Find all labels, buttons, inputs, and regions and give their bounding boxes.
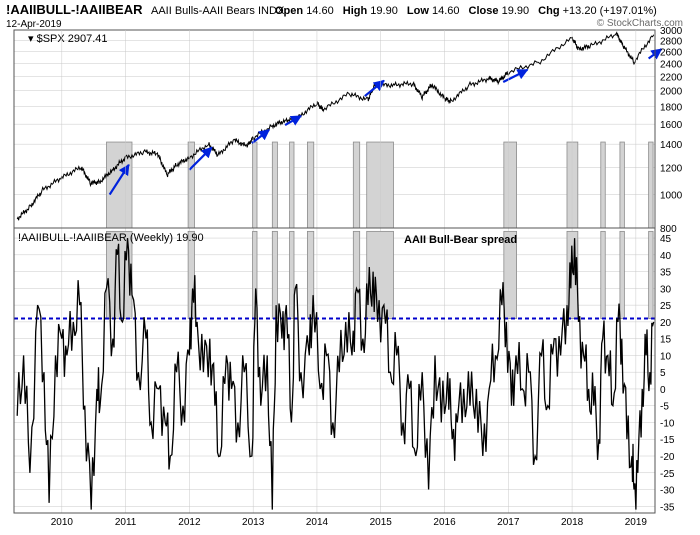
x-tick-label: 2016: [433, 517, 456, 528]
spx-tick-label: 2000: [660, 87, 683, 98]
spread-shaded-period: [619, 230, 625, 319]
symbol-description: AAII Bulls-AAII Bears INDX: [151, 5, 285, 17]
spread-tick-label: -10: [660, 418, 675, 429]
spread-tick-label: 25: [660, 301, 672, 312]
x-axis: 2010 2011 2012 2013 2014 2015 2016 2017 2018 2019: [51, 517, 648, 528]
x-tick-label: 2018: [561, 517, 584, 528]
spread-panel: -35 -30 -25 -20 -15 -10 -5 0 5 10 15 20 25 30 35 40 45 2…: [13, 30, 675, 528]
x-tick-label: 2015: [370, 517, 393, 528]
spread-shaded-period: [566, 230, 579, 319]
spread-shaded-period: [289, 230, 295, 319]
spx-shaded-period: [503, 141, 517, 229]
spread-shaded-period: [600, 230, 606, 319]
spread-line: [16, 238, 655, 510]
spread-tick-label: 20: [660, 318, 672, 329]
spread-y-axis: -35 -30 -25 -20 -15 -10 -5 0 5 10 15 20 25 30 35 40 45: [660, 234, 675, 513]
spread-tick-label: 45: [660, 234, 672, 245]
x-tick-label: 2017: [497, 517, 520, 528]
x-tick-label: 2019: [625, 517, 648, 528]
spread-tick-label: -25: [660, 469, 675, 480]
trend-arrow: [502, 68, 529, 83]
spread-shaded-period: [366, 230, 394, 319]
spx-tick-label: 1400: [660, 140, 683, 151]
x-tick-label: 2011: [115, 517, 137, 528]
trend-arrow: [251, 129, 270, 144]
trend-arrow: [364, 79, 385, 97]
spx-panel: 800 1000 1200 1400 1600 1800 2000 2200 240026002…: [13, 26, 683, 235]
trend-arrow: [284, 115, 302, 127]
spx-shaded-periods: [106, 141, 654, 229]
spread-shaded-periods: [106, 230, 654, 319]
spread-shaded-period: [503, 230, 517, 319]
chart-date: 12-Apr-2019: [6, 19, 62, 30]
spread-shaded-period: [352, 230, 361, 319]
spx-tick-label: 2200: [660, 72, 683, 83]
x-tick-label: 2014: [306, 517, 329, 528]
spread-tick-label: 10: [660, 351, 672, 362]
spread-tick-label: 0: [660, 385, 666, 396]
spread-legend: !AAIIBULL-!AAIIBEAR (Weekly) 19.90: [18, 232, 204, 244]
spx-shaded-period: [600, 141, 606, 229]
spread-annotation: AAII Bull-Bear spread: [404, 234, 517, 246]
spread-tick-label: -15: [660, 435, 675, 446]
x-tick-label: 2012: [178, 517, 201, 528]
spx-tick-label: 1600: [660, 120, 683, 131]
quote-line: Open 14.60 High 19.90 Low 14.60 Close 19…: [275, 5, 657, 17]
spx-legend: ▾ $SPX 2907.41: [28, 33, 108, 45]
spread-tick-label: 5: [660, 368, 666, 379]
spread-tick-label: -5: [660, 402, 669, 413]
spread-shaded-period: [648, 230, 654, 319]
x-tick-label: 2010: [51, 517, 74, 528]
spread-tick-label: 40: [660, 251, 672, 262]
spx-shaded-period: [271, 141, 278, 229]
trend-arrow: [188, 146, 213, 171]
spx-shaded-period: [366, 141, 394, 229]
spx-tick-label: 2800: [660, 36, 683, 47]
spx-tick-label: 3000: [660, 26, 683, 37]
spx-y-axis: 800 1000 1200 1400 1600 1800 2000 2200 240026002…: [660, 26, 683, 235]
spx-tick-label: 800: [660, 224, 677, 235]
spread-tick-label: 15: [660, 335, 672, 346]
spread-tick-label: 30: [660, 284, 672, 295]
x-tick-label: 2013: [242, 517, 265, 528]
symbol-title: !AAIIBULL-!AAIIBEAR: [6, 2, 143, 17]
spread-tick-label: -20: [660, 452, 675, 463]
spread-tick-label: 35: [660, 268, 672, 279]
spx-shaded-period: [619, 141, 625, 229]
spx-tick-label: 2600: [660, 47, 683, 58]
watermark: © StockCharts.com: [597, 18, 683, 29]
spread-tick-label: -35: [660, 502, 675, 513]
spread-panel-frame: [13, 227, 656, 514]
spx-tick-label: 1000: [660, 191, 683, 202]
spx-tick-label: 2400: [660, 59, 683, 70]
spx-tick-label: 1800: [660, 103, 683, 114]
spx-shaded-period: [648, 141, 654, 229]
spread-tick-label: -30: [660, 486, 675, 497]
spx-shaded-period: [289, 141, 295, 229]
spx-shaded-period: [306, 141, 315, 229]
spx-tick-label: 1200: [660, 163, 683, 174]
spx-shaded-period: [106, 141, 133, 229]
spx-shaded-period: [566, 141, 579, 229]
spx-shaded-period: [352, 141, 361, 229]
